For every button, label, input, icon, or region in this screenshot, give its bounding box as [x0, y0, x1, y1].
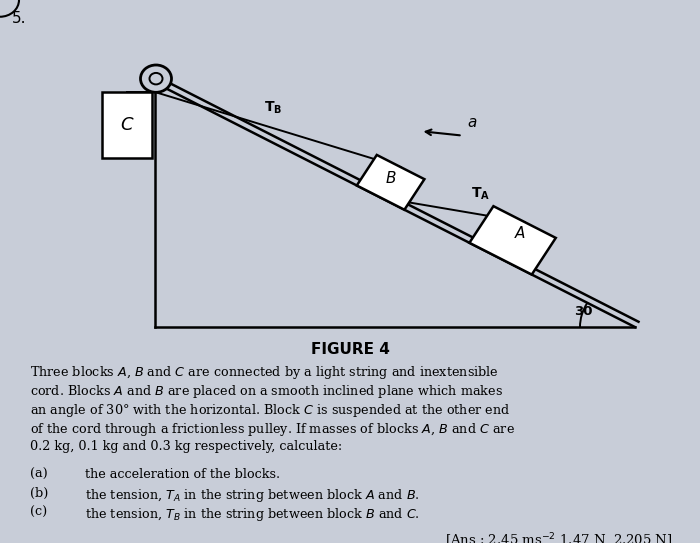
- Text: Three blocks $A$, $B$ and $C$ are connected by a light string and inextensible: Three blocks $A$, $B$ and $C$ are connec…: [30, 364, 499, 381]
- Text: $\mathbf{T_B}$: $\mathbf{T_B}$: [264, 99, 282, 116]
- Text: $C$: $C$: [120, 116, 134, 134]
- Text: 5.: 5.: [12, 11, 27, 27]
- Text: the tension, $T_B$ in the string between block $B$ and $C$.: the tension, $T_B$ in the string between…: [85, 506, 420, 522]
- Text: FIGURE 4: FIGURE 4: [311, 342, 389, 357]
- Text: (b): (b): [30, 487, 48, 500]
- Text: $A$: $A$: [514, 225, 526, 241]
- Text: an angle of 30° with the horizontal. Block $C$ is suspended at the other end: an angle of 30° with the horizontal. Blo…: [30, 402, 510, 419]
- Text: of the cord through a frictionless pulley. If masses of blocks $A$, $B$ and $C$ : of the cord through a frictionless pulle…: [30, 421, 515, 438]
- Text: the tension, $T_A$ in the string between block $A$ and $B$.: the tension, $T_A$ in the string between…: [85, 487, 419, 504]
- Text: [Ans : 2.45 ms$^{-2}$,1.47 N, 2.205 N]: [Ans : 2.45 ms$^{-2}$,1.47 N, 2.205 N]: [444, 532, 672, 543]
- Bar: [102, 92, 152, 159]
- Circle shape: [150, 73, 162, 84]
- Text: 0.2 kg, 0.1 kg and 0.3 kg respectively, calculate:: 0.2 kg, 0.1 kg and 0.3 kg respectively, …: [30, 440, 342, 453]
- Circle shape: [141, 65, 172, 92]
- Text: $a$: $a$: [467, 115, 477, 130]
- Text: 30: 30: [574, 305, 592, 318]
- Text: the acceleration of the blocks.: the acceleration of the blocks.: [85, 468, 280, 481]
- Text: $B$: $B$: [385, 170, 396, 186]
- Text: cord. Blocks $A$ and $B$ are placed on a smooth inclined plane which makes: cord. Blocks $A$ and $B$ are placed on a…: [30, 383, 503, 400]
- Text: (c): (c): [30, 506, 48, 519]
- Text: $\mathbf{T_A}$: $\mathbf{T_A}$: [471, 186, 490, 202]
- Polygon shape: [470, 206, 556, 275]
- Text: (a): (a): [30, 468, 48, 481]
- Polygon shape: [357, 155, 424, 210]
